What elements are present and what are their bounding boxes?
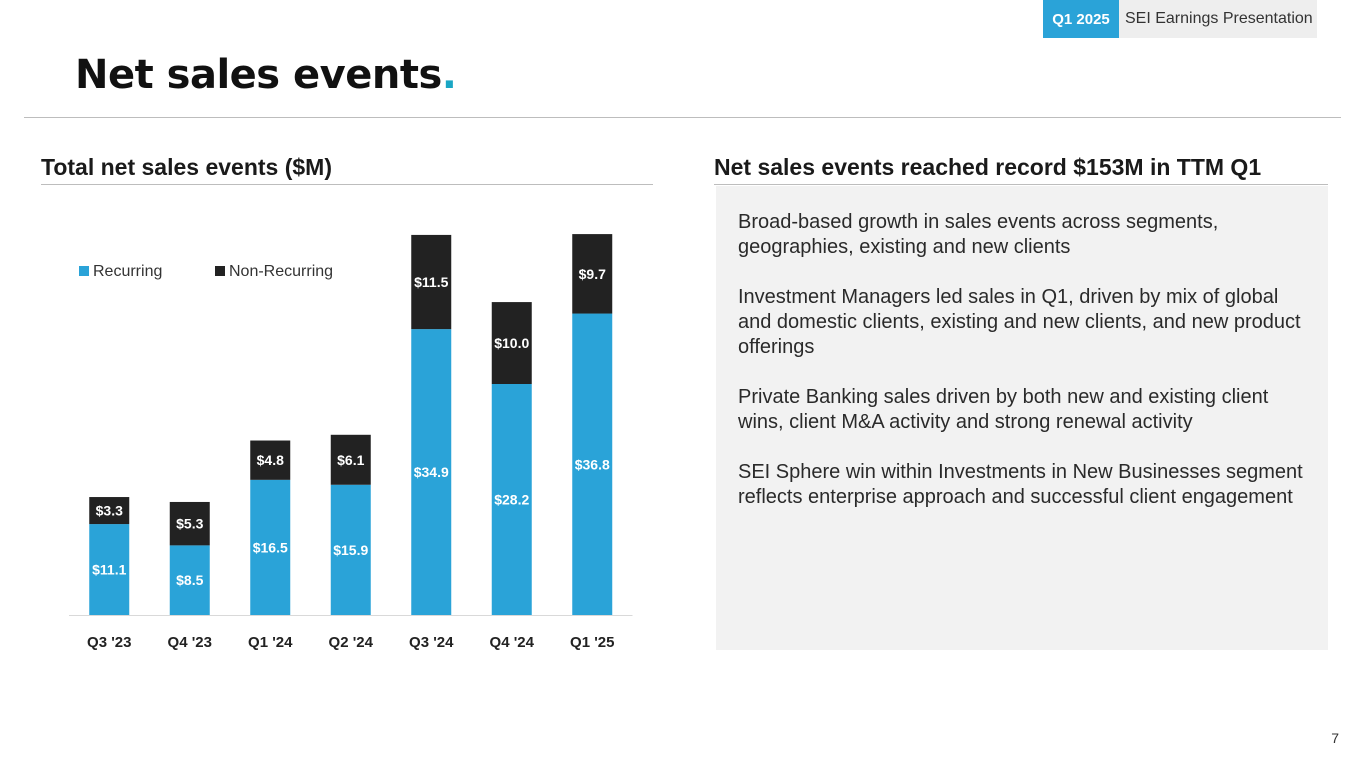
net-sales-bar-chart: Recurring Non-Recurring $11.1 $3.3 Q3 '23 $8.… (69, 234, 633, 651)
x-tick-label: Q4 '24 (490, 634, 535, 651)
data-label: $15.9 (333, 542, 368, 558)
summary-paragraph: SEI Sphere win within Investments in New… (738, 461, 1303, 508)
data-label: $16.5 (253, 539, 288, 555)
data-label: $9.7 (579, 266, 606, 282)
legend-swatch-non-recurring (215, 266, 225, 276)
legend-label: Recurring (93, 263, 162, 280)
summary-heading-divider (714, 184, 1328, 185)
summary-panel: Broad-based growth in sales events acros… (716, 186, 1328, 650)
page-title-text: Net sales events (75, 52, 442, 98)
data-label: $8.5 (176, 572, 203, 588)
summary-paragraph: Broad-based growth in sales events acros… (738, 211, 1219, 258)
data-label: $6.1 (337, 452, 364, 468)
data-label: $4.8 (257, 452, 284, 468)
page-title: Net sales events. (75, 52, 457, 98)
x-tick-label: Q4 '23 (168, 634, 212, 651)
bar-non-recurring (572, 234, 613, 314)
legend-label: Non-Recurring (229, 263, 333, 280)
bar-non-recurring (491, 302, 532, 384)
presentation-label: SEI Earnings Presentation (1119, 0, 1317, 38)
data-label: $28.2 (494, 492, 529, 508)
data-label: $5.3 (176, 516, 203, 532)
bar-recurring (411, 329, 452, 615)
title-divider (24, 117, 1341, 118)
header-tag: Q1 2025 SEI Earnings Presentation (1043, 0, 1317, 38)
page-number: 7 (1331, 730, 1339, 746)
x-tick-label: Q3 '23 (87, 634, 131, 651)
bar-recurring (250, 479, 291, 615)
summary-heading: Net sales events reached record $153M in… (714, 154, 1262, 180)
bar-recurring (330, 484, 371, 615)
quarter-tag: Q1 2025 (1043, 0, 1119, 38)
bar-recurring (89, 524, 130, 615)
data-label: $34.9 (414, 464, 449, 480)
x-tick-label: Q1 '25 (570, 634, 614, 651)
x-tick-label: Q3 '24 (409, 634, 454, 651)
title-dot: . (441, 52, 457, 98)
bar-non-recurring (169, 501, 210, 546)
bar-recurring (169, 545, 210, 615)
x-tick-label: Q1 '24 (248, 634, 293, 651)
data-label: $11.1 (92, 562, 126, 578)
data-label: $10.0 (494, 335, 529, 351)
summary-paragraph: Investment Managers led sales in Q1, dri… (738, 286, 1301, 358)
data-label: $3.3 (96, 503, 123, 519)
legend-swatch-recurring (79, 266, 89, 276)
summary-paragraph: Private Banking sales driven by both new… (738, 386, 1269, 433)
chart-heading: Total net sales events ($M) (41, 154, 332, 180)
chart-heading-divider (41, 184, 653, 185)
bar-non-recurring (411, 234, 452, 330)
data-label: $11.5 (414, 274, 448, 290)
x-tick-label: Q2 '24 (329, 634, 374, 651)
bar-non-recurring (330, 434, 371, 485)
bar-recurring (491, 384, 532, 615)
bar-non-recurring (89, 497, 130, 525)
data-label: $36.8 (575, 456, 610, 472)
bar-non-recurring (250, 440, 291, 480)
bar-recurring (572, 313, 613, 615)
